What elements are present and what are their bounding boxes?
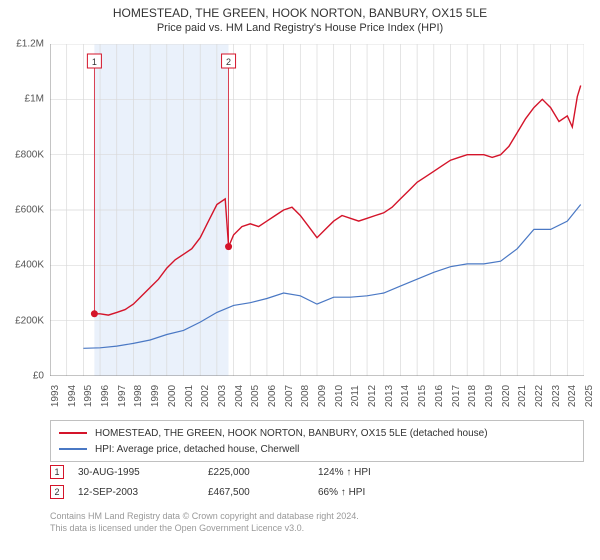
x-tick-label: 2018 [467, 385, 478, 407]
x-tick-label: 2017 [451, 385, 462, 407]
x-tick-label: 2009 [317, 385, 328, 407]
svg-text:2: 2 [226, 57, 231, 67]
x-tick-label: 1997 [117, 385, 128, 407]
x-tick-label: 2001 [184, 385, 195, 407]
x-tick-label: 2016 [434, 385, 445, 407]
x-tick-label: 2000 [167, 385, 178, 407]
legend-entry-hpi: HPI: Average price, detached house, Cher… [59, 441, 575, 457]
legend-entry-property: HOMESTEAD, THE GREEN, HOOK NORTON, BANBU… [59, 425, 575, 441]
legend-label: HOMESTEAD, THE GREEN, HOOK NORTON, BANBU… [95, 428, 488, 439]
x-tick-label: 2013 [384, 385, 395, 407]
chart-svg: 12 [50, 44, 584, 376]
x-tick-label: 2011 [350, 385, 361, 407]
x-tick-label: 2002 [200, 385, 211, 407]
x-tick-label: 2010 [334, 385, 345, 407]
legend-swatch [59, 432, 87, 434]
x-tick-label: 2024 [567, 385, 578, 407]
legend-label: HPI: Average price, detached house, Cher… [95, 444, 299, 455]
x-tick-label: 2014 [400, 385, 411, 407]
legend-swatch [59, 448, 87, 450]
svg-text:1: 1 [92, 57, 97, 67]
sales-table: 1 30-AUG-1995 £225,000 124% ↑ HPI 2 12-S… [50, 462, 584, 502]
sale-price: £225,000 [208, 467, 318, 478]
y-tick-label: £200K [15, 315, 44, 326]
chart-plot-area: 12 [50, 44, 584, 376]
y-tick-label: £400K [15, 260, 44, 271]
y-axis-labels: £0£200K£400K£600K£800K£1M£1.2M [0, 44, 46, 376]
x-tick-label: 2015 [417, 385, 428, 407]
sale-price: £467,500 [208, 487, 318, 498]
x-tick-label: 2022 [534, 385, 545, 407]
sale-row: 1 30-AUG-1995 £225,000 124% ↑ HPI [50, 462, 584, 482]
y-tick-label: £800K [15, 149, 44, 160]
x-axis-labels: 1993 1994 1995 1996 1997 1998 1999 2000 2001 2002… [50, 378, 584, 418]
sale-date: 30-AUG-1995 [78, 467, 208, 478]
sale-hpi-pct: 124% ↑ HPI [318, 467, 438, 478]
footer-line: Contains HM Land Registry data © Crown c… [50, 510, 584, 522]
y-tick-label: £0 [33, 371, 44, 382]
x-tick-label: 2003 [217, 385, 228, 407]
x-tick-label: 2019 [484, 385, 495, 407]
sale-row: 2 12-SEP-2003 £467,500 66% ↑ HPI [50, 482, 584, 502]
sale-hpi-pct: 66% ↑ HPI [318, 487, 438, 498]
x-tick-label: 2023 [551, 385, 562, 407]
y-tick-label: £1M [25, 94, 44, 105]
x-tick-label: 1995 [83, 385, 94, 407]
x-tick-label: 2007 [284, 385, 295, 407]
x-tick-label: 2021 [517, 385, 528, 407]
x-tick-label: 2004 [234, 385, 245, 407]
y-tick-label: £1.2M [16, 39, 44, 50]
chart-legend: HOMESTEAD, THE GREEN, HOOK NORTON, BANBU… [50, 420, 584, 462]
x-tick-label: 2006 [267, 385, 278, 407]
x-tick-label: 1996 [100, 385, 111, 407]
chart-subtitle: Price paid vs. HM Land Registry's House … [0, 22, 600, 34]
x-tick-label: 1993 [50, 385, 61, 407]
x-tick-label: 2020 [501, 385, 512, 407]
sale-marker-icon: 2 [50, 485, 64, 499]
sale-marker-icon: 1 [50, 465, 64, 479]
x-tick-label: 1998 [133, 385, 144, 407]
footer-attribution: Contains HM Land Registry data © Crown c… [50, 510, 584, 534]
chart-title: HOMESTEAD, THE GREEN, HOOK NORTON, BANBU… [0, 6, 600, 20]
sale-date: 12-SEP-2003 [78, 487, 208, 498]
x-tick-label: 2008 [300, 385, 311, 407]
y-tick-label: £600K [15, 205, 44, 216]
footer-line: This data is licensed under the Open Gov… [50, 522, 584, 534]
x-tick-label: 1999 [150, 385, 161, 407]
x-tick-label: 1994 [67, 385, 78, 407]
x-tick-label: 2005 [250, 385, 261, 407]
x-tick-label: 2012 [367, 385, 378, 407]
x-tick-label: 2025 [584, 385, 595, 407]
